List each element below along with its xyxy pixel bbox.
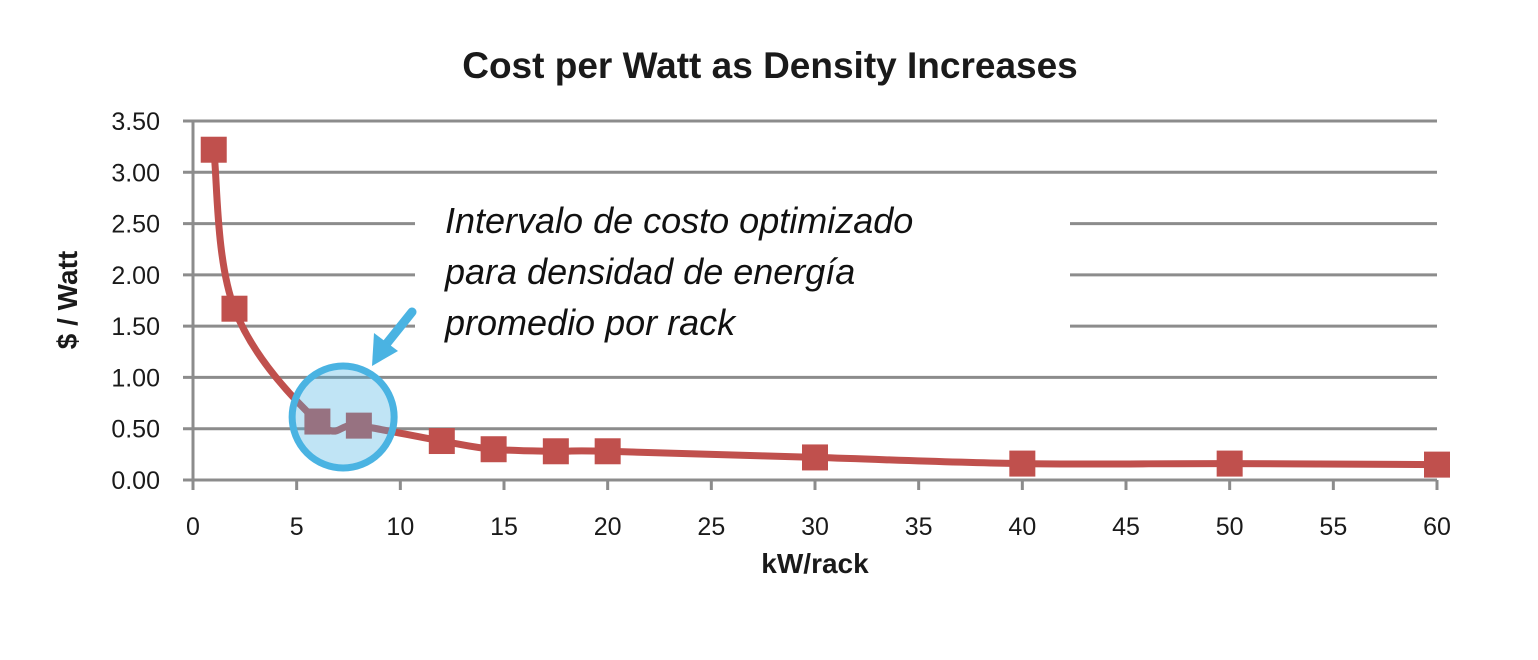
x-tick-label: 0 [186, 513, 200, 541]
y-tick-label: 3.00 [111, 159, 160, 187]
x-tick-label: 40 [1008, 513, 1036, 541]
data-point [802, 444, 828, 471]
x-tick-label: 5 [290, 513, 304, 541]
x-tick-label: 60 [1423, 513, 1451, 541]
x-tick-label: 10 [386, 513, 414, 541]
annotation-line: para densidad de energía [444, 251, 855, 292]
data-point [345, 412, 372, 439]
x-tick-label: 15 [490, 513, 518, 541]
annotation-line: Intervalo de costo optimizado [445, 200, 913, 241]
data-point [304, 408, 331, 435]
y-tick-label: 2.50 [111, 211, 160, 239]
x-axis-label: kW/rack [761, 548, 869, 579]
data-point [1424, 451, 1450, 478]
highlight-layer [288, 307, 417, 472]
arrow-shaft [379, 307, 417, 352]
y-tick-label: 3.50 [111, 108, 160, 136]
x-tick-label: 20 [594, 513, 622, 541]
x-tick-label: 50 [1216, 513, 1244, 541]
chart-title: Cost per Watt as Density Increases [462, 45, 1078, 86]
x-tick-label: 30 [801, 513, 829, 541]
y-tick-labels: 0.00 0.50 1.00 1.50 2.00 2.50 3.00 3.50 [111, 108, 160, 495]
data-point [221, 295, 248, 322]
y-tick-label: 1.00 [111, 364, 160, 392]
highlight-circle [288, 362, 398, 472]
x-tick-label: 45 [1112, 513, 1140, 541]
x-tick-label: 35 [905, 513, 933, 541]
y-tick-label: 2.00 [111, 262, 160, 290]
annotation-box [415, 190, 1070, 345]
y-axis-label: $ / Watt [52, 251, 83, 350]
y-tick-label: 0.00 [111, 467, 160, 495]
data-point [480, 436, 507, 463]
data-point [1216, 450, 1243, 477]
y-tick-label: 1.50 [111, 313, 160, 341]
annotation-line: promedio por rack [444, 302, 737, 343]
x-tick-labels: 0 5 10 15 20 25 30 35 40 45 50 55 60 [186, 513, 1451, 541]
data-point [1009, 450, 1036, 477]
x-tick-label: 25 [697, 513, 725, 541]
annotation-text: Intervalo de costo optimizado para densid… [444, 200, 913, 343]
data-point [542, 438, 569, 465]
arrow-head [372, 333, 398, 366]
data-point [200, 136, 227, 163]
annotation-background [415, 190, 1070, 345]
series-layer [200, 136, 1450, 478]
y-tick-label: 0.50 [111, 416, 160, 444]
x-tick-label: 55 [1319, 513, 1347, 541]
data-point [428, 428, 455, 455]
data-point [594, 438, 621, 465]
